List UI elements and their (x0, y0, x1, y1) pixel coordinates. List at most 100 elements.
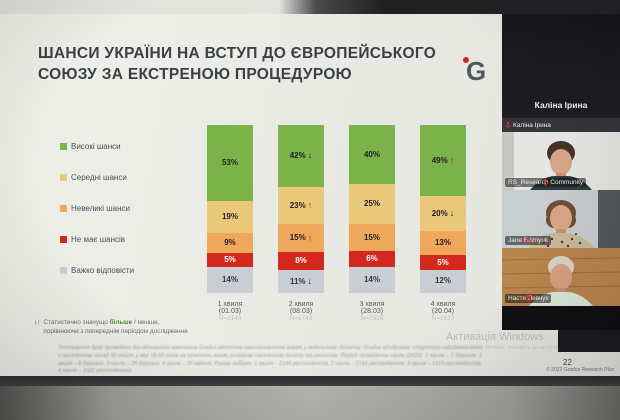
wave-name: 4 хвиля (430, 301, 456, 308)
bar-segment: 49% ↑ (420, 125, 466, 197)
wave-label: 3 хвиля (28.03) N=1519 (349, 301, 395, 322)
slide-page-number: 22 (563, 358, 572, 367)
trend-up-icon: ↑ (307, 232, 313, 243)
wave-sample: N=1743 (289, 315, 313, 322)
legend-label: Середні шанси (71, 173, 127, 182)
segment-value: 13% (434, 238, 451, 248)
bar-segment: 5% (207, 252, 253, 268)
trend-down-icon: ↓ (307, 150, 313, 161)
bar-segment: 12% (420, 269, 466, 293)
legend-item: Важко відповісти (60, 266, 134, 275)
wave-date: (08.03) (289, 308, 313, 315)
segment-value: 6% (366, 254, 378, 264)
bar-column: 40% 25% 15% 6% 14% 3 хвиля (28.03) N=1519 (349, 125, 395, 322)
trend-down-icon: ↓ (449, 208, 455, 219)
video-tile[interactable]: Каліна Ірина (502, 118, 620, 132)
slide-title: ШАНСИ УКРАЇНИ НА ВСТУП ДО ЄВРОПЕЙСЬКОГО … (38, 45, 437, 83)
wave-date: (20.04) (431, 308, 455, 315)
participant-video-woman-leopard (502, 190, 620, 248)
bar-segment: 15% ↑ (278, 224, 324, 253)
legend-item: Не має шансів (60, 235, 134, 244)
legend-label: Не має шансів (71, 235, 126, 244)
wave-name: 3 хвиля (359, 301, 385, 308)
bar-segment: 11% ↓ (278, 270, 324, 293)
bar-segment: 5% (420, 255, 466, 270)
shared-slide-screen: ШАНСИ УКРАЇНИ НА ВСТУП ДО ЄВРОПЕЙСЬКОГО … (0, 14, 620, 376)
windows-activation-watermark: Активація Windows (446, 331, 544, 343)
bar-segment: 6% (349, 251, 395, 268)
participant-tiles: Каліна Ірина RS_Research Community Jane Bl… (502, 118, 620, 306)
trend-down-icon: ↓ (307, 276, 313, 287)
segment-value: 5% (437, 257, 449, 267)
bar-segment: 15% (349, 224, 395, 252)
trend-up-icon: ↑ (449, 155, 455, 166)
trend-up-icon: ↑ (307, 200, 313, 211)
participant-name: Каліна Ірина (513, 121, 551, 129)
bar-column: 53% 19% 9% 5% 14% 1 хвиля (01.03) N=2144 (207, 125, 253, 322)
legend-swatch-icon (60, 205, 67, 212)
stacked-bar-chart: 53% 19% 9% 5% 14% 1 хвиля (01.03) N=2144 42% ↓ 23%… (0, 14, 620, 376)
segment-value: 15% (363, 232, 380, 242)
bar-segment: 9% (207, 233, 253, 253)
gradus-logo-icon: G (463, 56, 500, 90)
wave-date: (28.03) (360, 308, 384, 315)
call-footer (502, 306, 620, 330)
video-tile[interactable]: Jane Bliznyuk (502, 190, 620, 248)
wave-label: 2 хвиля (08.03) N=1743 (278, 301, 324, 322)
bar-segment: 19% (207, 200, 253, 234)
bar-column: 49% ↑ 20% ↓ 13% 5% 12% 4 хвиля (20.04) N=1022 (420, 125, 466, 322)
video-tile[interactable]: RS_Research Community (502, 132, 620, 190)
legend-item: Невеликі шанси (60, 204, 134, 213)
wave-name: 2 хвиля (288, 301, 314, 308)
legend-swatch-icon (60, 267, 67, 274)
participant-badge: Настя Левчук (505, 294, 552, 303)
participant-badge: RS_Research Community (505, 178, 587, 187)
stacked-bar: 53% 19% 9% 5% 14% (207, 125, 253, 293)
chart-legend: Високі шанси Середні шанси Невеликі шанси Н… (60, 142, 134, 297)
legend-item: Високі шанси (60, 142, 134, 151)
muted-mic-icon (525, 236, 531, 245)
bar-segment: 40% (349, 125, 395, 185)
legend-swatch-icon (60, 143, 67, 150)
segment-value: 11% (289, 276, 306, 286)
wave-date: (01.03) (218, 308, 242, 315)
segment-value: 19% (221, 212, 238, 221)
participant-badge: Каліна Ірина (505, 121, 551, 129)
stacked-bar: 40% 25% 15% 6% 14% (349, 125, 395, 294)
segment-value: 20% (431, 208, 448, 218)
legend-swatch-icon (60, 236, 67, 243)
participant-badge: Jane Bliznyuk (505, 236, 552, 245)
bar-segment: 13% (420, 230, 466, 256)
muted-mic-icon (505, 121, 511, 129)
call-header: Каліна Ірина (502, 14, 620, 118)
active-speaker-name: Каліна Ірина (534, 100, 588, 110)
wave-sample: N=2144 (218, 315, 242, 322)
segment-value: 25% (363, 199, 380, 209)
video-call-window: Каліна Ірина Каліна Ірина RS_Research Com… (502, 14, 620, 330)
trend-arrows-icon: ↓↑ (34, 319, 41, 326)
photo-desk-area (0, 386, 620, 420)
footnote-text: Статистично значущо більше / менше, порі… (43, 319, 188, 336)
video-tile[interactable]: Настя Левчук (502, 248, 620, 306)
legend-item: Середні шанси (60, 173, 134, 182)
legend-label: Важко відповісти (71, 266, 135, 275)
wave-sample: N=1519 (360, 315, 384, 322)
wave-name: 1 хвиля (217, 301, 243, 308)
wave-label: 4 хвиля (20.04) N=1022 (420, 301, 466, 322)
windows-activation-watermark-sub: Щоб активувати Windows, перейдіть до нас… (446, 345, 564, 351)
logo-dot-icon (463, 57, 469, 63)
muted-mic-icon (525, 294, 532, 303)
segment-value: 12% (434, 276, 451, 286)
legend-label: Невеликі шанси (71, 204, 130, 213)
methodology-fine-print: Опитування було проведено дослідницькою … (58, 345, 482, 375)
segment-value: 49% (431, 155, 448, 165)
wave-label: 1 хвиля (01.03) N=2144 (207, 301, 253, 322)
bar-segment: 23% ↑ (278, 186, 324, 225)
screen-top-bar (0, 0, 620, 14)
segment-value: 42% (289, 150, 306, 160)
stacked-bar: 49% ↑ 20% ↓ 13% 5% 12% (420, 125, 466, 293)
bar-segment: 20% ↓ (420, 196, 466, 231)
stacked-bar: 42% ↓ 23% ↑ 15% ↑ 8% 11% ↓ (278, 125, 324, 293)
segment-value: 15% (289, 233, 306, 243)
